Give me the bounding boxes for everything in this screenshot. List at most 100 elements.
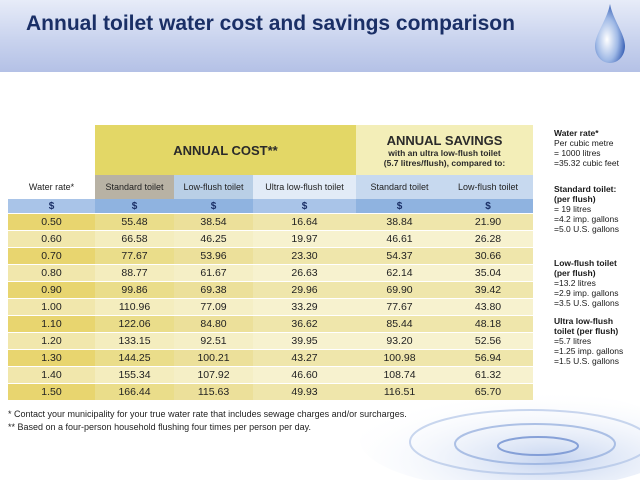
- footnotes: * Contact your municipality for your tru…: [8, 408, 407, 434]
- currency-cell: $: [356, 199, 443, 214]
- table-cell: 21.90: [443, 213, 533, 231]
- side-note-line: =1.5 U.S. gallons: [554, 356, 619, 366]
- table-cell: 55.48: [95, 213, 174, 231]
- table-row: 0.90 99.86 69.38 29.96 69.90 39.42: [8, 281, 533, 299]
- side-note-heading: toilet (per flush): [554, 326, 619, 336]
- table-row: 1.50 166.44 115.63 49.93 116.51 65.70: [8, 383, 533, 400]
- table-cell: 108.74: [356, 366, 443, 384]
- table-cell: 0.50: [8, 213, 95, 231]
- table-cell: 107.92: [174, 366, 253, 384]
- side-note-heading: (per flush): [554, 194, 596, 204]
- table-cell: 61.67: [174, 264, 253, 282]
- table-cell: 69.38: [174, 281, 253, 299]
- currency-cell: $: [174, 199, 253, 214]
- side-note-line: =3.5 U.S. gallons: [554, 298, 619, 308]
- table-cell: 46.61: [356, 230, 443, 248]
- table-cell: 43.27: [253, 349, 356, 367]
- table-cell: 100.21: [174, 349, 253, 367]
- side-note-heading: Water rate*: [554, 128, 599, 138]
- table-cell: 115.63: [174, 383, 253, 400]
- side-note-line: =13.2 litres: [554, 278, 596, 288]
- table-cell: 53.96: [174, 247, 253, 265]
- annual-cost-header: ANNUAL COST**: [95, 125, 356, 175]
- table-cell: 110.96: [95, 298, 174, 316]
- side-note-water-rate: Water rate* Per cubic metre = 1000 litre…: [554, 128, 619, 168]
- table-cell: 1.00: [8, 298, 95, 316]
- table-row: 1.00 110.96 77.09 33.29 77.67 43.80: [8, 298, 533, 316]
- table-cell: 1.20: [8, 332, 95, 350]
- side-note-line: =2.9 imp. gallons: [554, 288, 619, 298]
- table-cell: 77.67: [95, 247, 174, 265]
- table-cell: 26.63: [253, 264, 356, 282]
- table-row: 0.60 66.58 46.25 19.97 46.61 26.28: [8, 230, 533, 248]
- side-note-line: = 1000 litres: [554, 148, 601, 158]
- table-cell: 35.04: [443, 264, 533, 282]
- table-cell: 38.84: [356, 213, 443, 231]
- table-cell: 0.70: [8, 247, 95, 265]
- table-cell: 166.44: [95, 383, 174, 400]
- table-cell: 56.94: [443, 349, 533, 367]
- cost-table: ANNUAL COST** ANNUAL SAVINGS with an ult…: [8, 125, 533, 400]
- table-cell: 19.97: [253, 230, 356, 248]
- corner-cell: [8, 125, 95, 175]
- title-banner: [0, 0, 640, 72]
- col-header-savings-standard: Standard toilet: [356, 175, 443, 199]
- table-cell: 88.77: [95, 264, 174, 282]
- table-cell: 16.64: [253, 213, 356, 231]
- table-cell: 133.15: [95, 332, 174, 350]
- side-note-line: =4.2 imp. gallons: [554, 214, 619, 224]
- page-title: Annual toilet water cost and savings com…: [26, 12, 515, 35]
- water-drop-icon: [595, 4, 625, 63]
- table-cell: 99.86: [95, 281, 174, 299]
- table-cell: 1.10: [8, 315, 95, 333]
- currency-cell: $: [443, 199, 533, 214]
- annual-savings-subtitle: with an ultra low-flush toilet: [388, 147, 501, 158]
- col-header-water-rate: Water rate*: [8, 175, 95, 199]
- table-cell: 122.06: [95, 315, 174, 333]
- table-cell: 116.51: [356, 383, 443, 400]
- footnote: * Contact your municipality for your tru…: [8, 409, 407, 419]
- side-note-line: =5.0 U.S. gallons: [554, 224, 619, 234]
- side-note-line: = 19 litres: [554, 204, 592, 214]
- side-note-heading: Ultra low-flush: [554, 316, 614, 326]
- table-cell: 155.34: [95, 366, 174, 384]
- table-cell: 54.37: [356, 247, 443, 265]
- table-cell: 85.44: [356, 315, 443, 333]
- side-note-line: Per cubic metre: [554, 138, 614, 148]
- table-cell: 46.25: [174, 230, 253, 248]
- table-cell: 93.20: [356, 332, 443, 350]
- side-note-line: =35.32 cubic feet: [554, 158, 619, 168]
- side-note-heading: Low-flush toilet: [554, 258, 617, 268]
- table-cell: 0.60: [8, 230, 95, 248]
- table-cell: 1.40: [8, 366, 95, 384]
- table-row: 1.30 144.25 100.21 43.27 100.98 56.94: [8, 349, 533, 367]
- table-cell: 39.95: [253, 332, 356, 350]
- side-note-heading: Standard toilet:: [554, 184, 617, 194]
- col-header-savings-low-flush: Low-flush toilet: [443, 175, 533, 199]
- table-body: 0.50 55.48 38.54 16.64 38.84 21.90 0.60 66.58 46…: [8, 213, 533, 400]
- footnote: ** Based on a four-person household flus…: [8, 422, 312, 432]
- col-header-standard-toilet: Standard toilet: [95, 175, 174, 199]
- table-cell: 29.96: [253, 281, 356, 299]
- annual-savings-title: ANNUAL SAVINGS: [386, 132, 503, 148]
- table-cell: 100.98: [356, 349, 443, 367]
- table-cell: 144.25: [95, 349, 174, 367]
- table-cell: 77.67: [356, 298, 443, 316]
- table-cell: 92.51: [174, 332, 253, 350]
- table-cell: 49.93: [253, 383, 356, 400]
- table-cell: 0.80: [8, 264, 95, 282]
- table-cell: 0.90: [8, 281, 95, 299]
- col-header-ultra-low-flush-toilet: Ultra low-flush toilet: [253, 175, 356, 199]
- table-cell: 30.66: [443, 247, 533, 265]
- table-cell: 62.14: [356, 264, 443, 282]
- table-cell: 65.70: [443, 383, 533, 400]
- side-note-line: =1.25 imp. gallons: [554, 346, 624, 356]
- table-cell: 66.58: [95, 230, 174, 248]
- table-cell: 33.29: [253, 298, 356, 316]
- table-cell: 48.18: [443, 315, 533, 333]
- currency-cell: $: [8, 199, 95, 214]
- table-cell: 38.54: [174, 213, 253, 231]
- annual-savings-header: ANNUAL SAVINGS with an ultra low-flush t…: [356, 125, 533, 175]
- side-note-standard: Standard toilet: (per flush) = 19 litres…: [554, 184, 619, 234]
- table-cell: 69.90: [356, 281, 443, 299]
